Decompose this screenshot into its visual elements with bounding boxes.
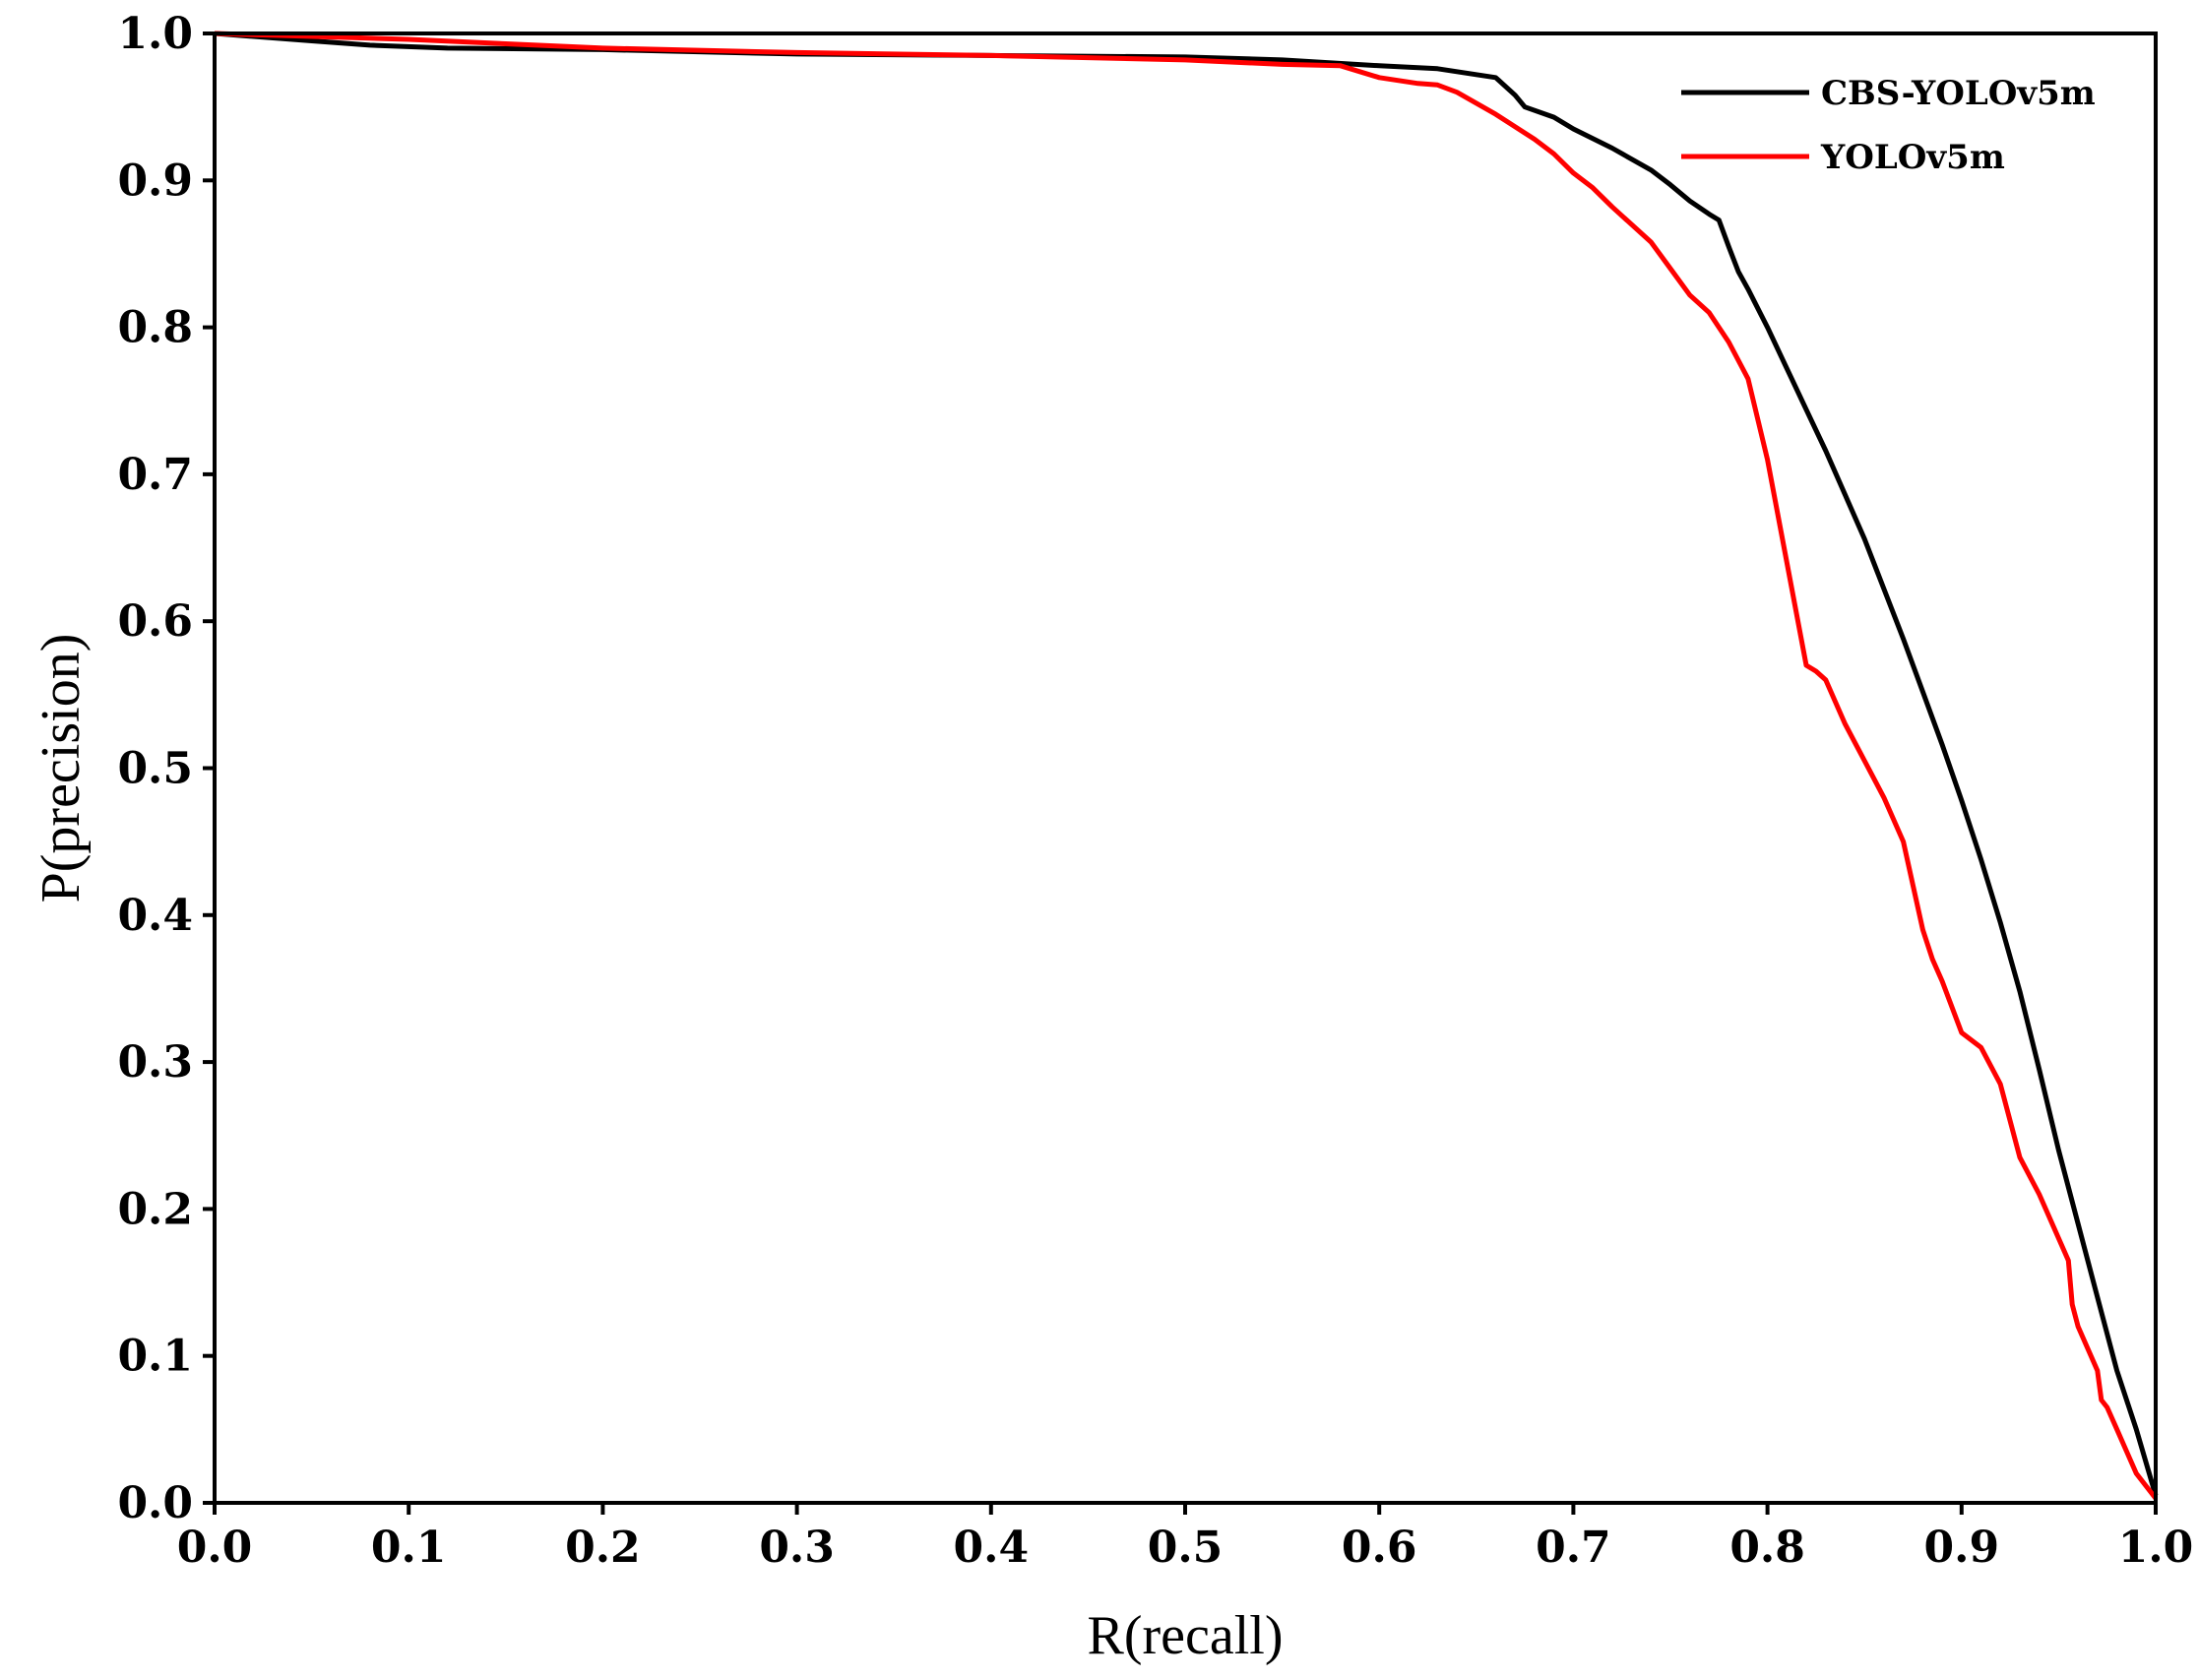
x-tick-label: 1.0	[2118, 1523, 2194, 1573]
x-tick-label: 0.4	[954, 1523, 1030, 1573]
series-line-yolov5m	[214, 31, 2158, 1501]
y-tick-label: 0.3	[117, 1037, 193, 1088]
y-tick-label: 0.9	[117, 156, 193, 206]
x-tick-label: 0.5	[1148, 1523, 1224, 1573]
y-axis-title: P(precision)	[31, 634, 92, 903]
y-tick-label: 0.6	[117, 596, 193, 647]
y-tick-label: 1.0	[117, 9, 193, 59]
y-tick-label: 0.2	[117, 1184, 193, 1234]
x-axis-title: R(recall)	[1088, 1605, 1284, 1666]
y-tick-label: 0.1	[117, 1332, 193, 1382]
y-tick-label: 0.4	[117, 891, 193, 941]
x-tick-label: 0.1	[371, 1523, 447, 1573]
x-tick-label: 0.8	[1729, 1523, 1805, 1573]
axis-ticks: 0.0 0.1 0.2 0.3 0.4 0.5 0.6 0.7 0.8 0.9 1.0 0.0 0.1 0…	[117, 9, 2193, 1573]
legend-label: CBS-YOLOv5m	[1821, 74, 2096, 113]
x-tick-label: 0.2	[565, 1523, 641, 1573]
x-tick-label: 0.0	[177, 1523, 253, 1573]
y-tick-label: 0.7	[117, 450, 193, 500]
y-tick-label: 0.0	[117, 1478, 193, 1528]
y-tick-label: 0.5	[117, 744, 193, 794]
x-tick-label: 0.9	[1924, 1523, 2000, 1573]
y-tick-label: 0.8	[117, 303, 193, 353]
x-tick-label: 0.6	[1342, 1523, 1417, 1573]
legend-label: YOLOv5m	[1820, 138, 2005, 177]
plot-area-frame	[213, 31, 2158, 1505]
x-tick-label: 0.7	[1536, 1523, 1611, 1573]
series-layer	[214, 31, 2159, 1501]
legend: CBS-YOLOv5m YOLOv5m	[1681, 74, 2096, 177]
x-tick-label: 0.3	[759, 1523, 835, 1573]
